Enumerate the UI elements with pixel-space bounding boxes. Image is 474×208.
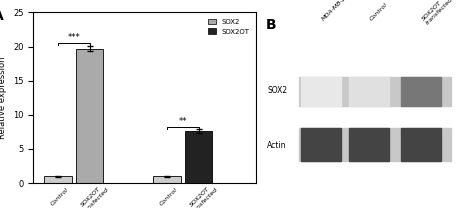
Text: A: A	[0, 9, 4, 23]
Text: MDA-MB-231: MDA-MB-231	[321, 0, 353, 22]
Bar	[401, 77, 441, 106]
Bar	[401, 128, 441, 161]
Text: SOX2: SOX2	[267, 86, 288, 95]
Y-axis label: Relative expression: Relative expression	[0, 57, 8, 139]
Text: **: **	[178, 117, 187, 126]
Text: Actin: Actin	[267, 141, 287, 150]
Text: Control: Control	[159, 187, 179, 207]
Bar	[301, 77, 341, 106]
Bar	[301, 128, 341, 161]
Bar	[299, 77, 451, 106]
Bar	[44, 176, 72, 183]
Text: SOX2OT
transfected: SOX2OT transfected	[186, 183, 219, 208]
Bar	[185, 131, 212, 183]
Text: SOX2OT
transfected: SOX2OT transfected	[77, 183, 110, 208]
Bar	[349, 77, 389, 106]
Text: B: B	[265, 18, 276, 32]
Text: Control: Control	[50, 187, 70, 207]
Text: Control: Control	[369, 2, 389, 22]
Legend: SOX2, SOX2OT: SOX2, SOX2OT	[205, 16, 253, 37]
Text: ***: ***	[67, 33, 80, 42]
Bar	[299, 128, 451, 161]
Bar	[349, 128, 389, 161]
Text: SOX2OT
transfected: SOX2OT transfected	[421, 0, 454, 26]
Bar	[76, 49, 103, 183]
Bar	[153, 176, 181, 183]
